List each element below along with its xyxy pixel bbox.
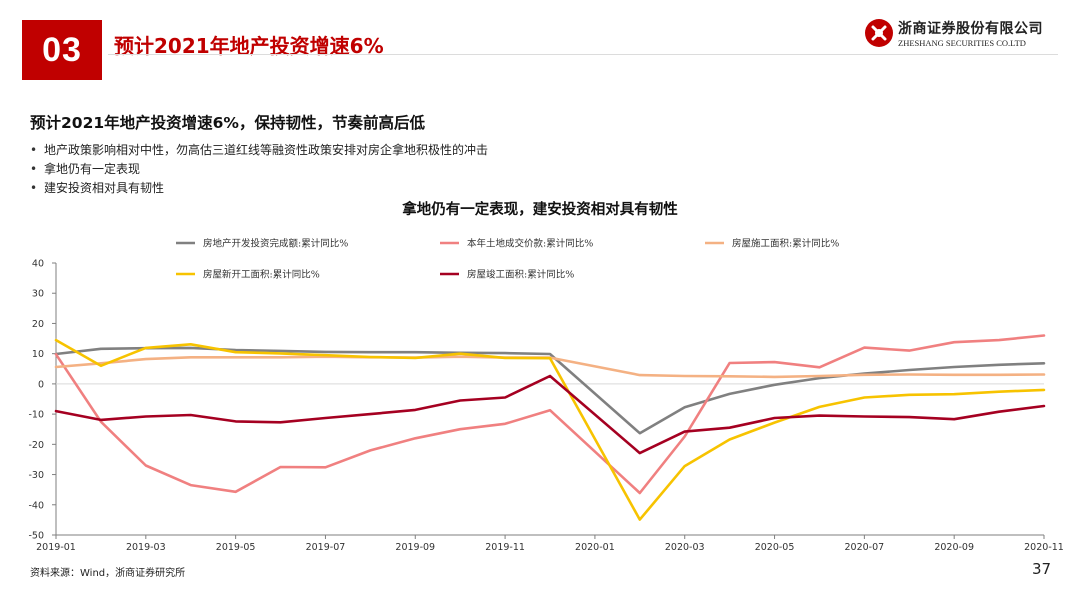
x-tick-label: 2020-11 <box>1024 542 1064 553</box>
y-tick-label: -40 <box>28 500 44 511</box>
x-tick-label: 2020-07 <box>845 542 885 553</box>
series-line-2 <box>54 334 1046 495</box>
bullet-list: 地产政策影响相对中性，勿高估三道红线等融资性政策安排对房企拿地积极性的冲击 拿地… <box>30 141 488 198</box>
legend-label: 房地产开发投资完成额:累计同比% <box>203 238 348 250</box>
company-logo-cn: 浙商证券股份有限公司 <box>898 21 1043 37</box>
company-logo: 浙商证券股份有限公司 ZHESHANG SECURITIES CO.LTD <box>862 16 1062 52</box>
x-tick-label: 2020-01 <box>575 542 615 553</box>
company-logo-icon <box>865 19 893 47</box>
source-note: 资料来源：Wind，浙商证券研究所 <box>30 568 186 579</box>
x-tick-label: 2019-09 <box>395 542 435 553</box>
x-tick-label: 2020-09 <box>934 542 974 553</box>
x-tick-label: 2019-11 <box>485 542 525 553</box>
series-line-4 <box>54 338 1046 521</box>
y-tick-label: -20 <box>28 440 44 451</box>
legend-label: 本年土地成交价款:累计同比% <box>467 238 593 250</box>
x-tick-label: 2020-03 <box>665 542 705 553</box>
company-logo-en: ZHESHANG SECURITIES CO.LTD <box>898 38 1026 48</box>
y-tick-label: -30 <box>28 470 44 481</box>
x-tick-label: 2019-07 <box>306 542 346 553</box>
header-divider <box>108 54 1058 55</box>
page-number: 37 <box>1032 560 1052 578</box>
y-tick-label: 20 <box>32 319 44 330</box>
series-line-5 <box>54 374 1046 455</box>
legend-label: 房屋新开工面积:累计同比% <box>203 269 320 281</box>
y-tick-label: -50 <box>28 531 44 542</box>
x-tick-label: 2019-01 <box>36 542 76 553</box>
y-tick-label: 40 <box>32 259 44 270</box>
y-tick-label: 30 <box>32 289 44 300</box>
y-tick-label: -10 <box>28 410 44 421</box>
y-tick-label: 0 <box>38 379 44 390</box>
bullet-item: 地产政策影响相对中性，勿高估三道红线等融资性政策安排对房企拿地积极性的冲击 <box>30 141 488 160</box>
legend-label: 房屋竣工面积:累计同比% <box>467 269 574 281</box>
slide-subtitle: 预计2021年地产投资增速6%，保持韧性，节奏前高后低 <box>30 114 425 132</box>
bullet-item: 拿地仍有一定表现 <box>30 160 488 179</box>
section-number-badge: 03 <box>22 20 102 80</box>
bullet-item: 建安投资相对具有韧性 <box>30 179 488 198</box>
chart-title: 拿地仍有一定表现，建安投资相对具有韧性 <box>402 202 678 218</box>
x-tick-label: 2019-05 <box>216 542 256 553</box>
x-tick-label: 2020-05 <box>755 542 795 553</box>
y-tick-label: 10 <box>32 349 44 360</box>
legend-label: 房屋施工面积:累计同比% <box>732 238 839 250</box>
x-tick-label: 2019-03 <box>126 542 166 553</box>
